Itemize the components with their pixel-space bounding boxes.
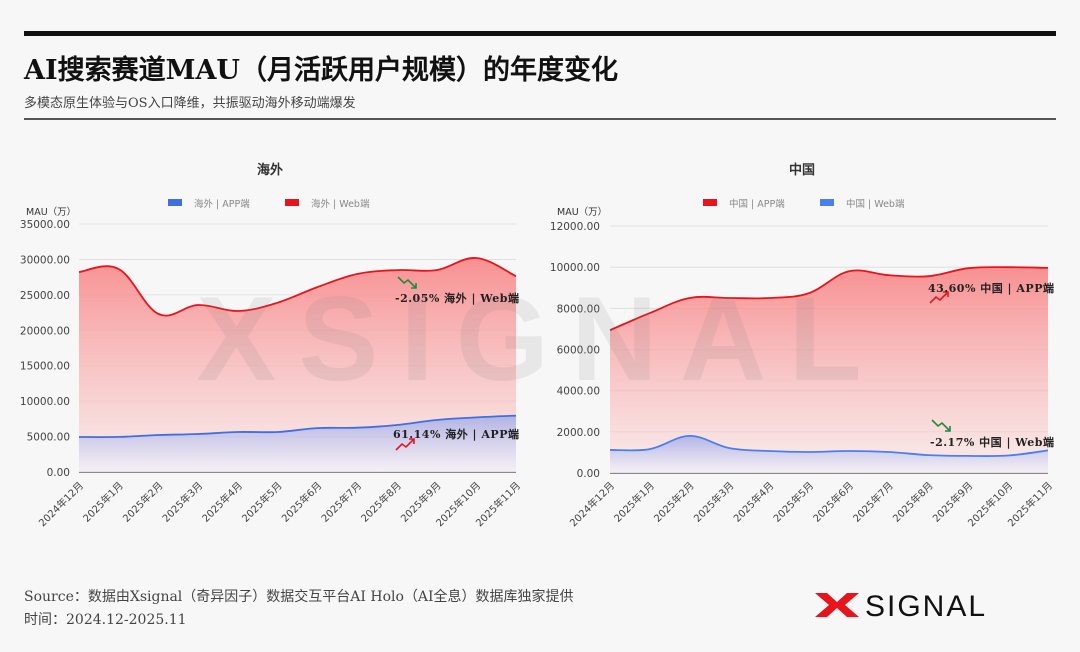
x-tick-label: 2025年5月 [239,479,285,525]
header-divider [24,118,1056,120]
x-tick-label: 2025年6月 [810,479,856,525]
y-axis-label: MAU（万） [557,206,607,218]
series-area [79,415,516,472]
x-tick-label: 2025年3月 [691,479,737,525]
y-tick-label: 0.00 [47,467,70,479]
y-tick-label: 4000.00 [557,386,600,398]
annotation-china-web: -2.17% 中国 | Web端 [930,436,1055,449]
x-tick-label: 2025年7月 [318,479,364,525]
x-tick-label: 2025年6月 [279,479,325,525]
y-tick-label: 10000.00 [20,396,70,408]
series-line [78,414,517,439]
y-tick-label: 0.00 [577,468,600,480]
logo-x-mark-icon [815,593,859,617]
source-note: Source：数据由Xsignal（奇异因子）数据交互平台AI Holo（AI全… [24,589,574,605]
legend-item[interactable]: 海外 | APP端 [194,198,250,210]
legend-swatch [820,199,834,206]
y-tick-label: 8000.00 [557,303,600,315]
y-tick-label: 10000.00 [550,262,600,274]
x-tick-label: 2025年5月 [770,479,816,525]
series-area [79,257,516,472]
x-tick-label: 2025年2月 [120,479,166,525]
watermark-text: XSIGNAL [196,272,883,406]
series-line [78,257,517,317]
annotation-overseas-web: -2.05% 海外 | Web端 [395,292,520,305]
x-tick-label: 2025年2月 [651,479,697,525]
time-range-note: 时间：2024.12-2025.11 [24,612,187,628]
legend-item[interactable]: 海外 | Web端 [311,198,370,210]
x-tick-label: 2024年12月 [567,479,617,529]
series-area [610,267,1048,473]
legend-swatch [703,199,717,206]
series-line [609,434,1049,458]
trend-up-icon [395,438,415,451]
y-tick-label: 15000.00 [20,361,70,373]
x-tick-label: 2024年12月 [36,479,86,529]
y-tick-label: 5000.00 [27,432,70,444]
x-tick-label: 2025年3月 [159,479,205,525]
y-tick-label: 35000.00 [20,219,70,231]
chart-title: 海外 [257,162,283,178]
annotation-china-app: 43.60% 中国 | APP端 [928,282,1055,295]
y-tick-label: 6000.00 [557,345,600,357]
legend-item[interactable]: 中国 | APP端 [729,198,785,210]
series-line [609,266,1049,331]
annotation-overseas-app: 61.14% 海外 | APP端 [393,428,520,441]
logo-wordmark: SIGNAL [865,590,987,620]
top-rule [24,31,1056,36]
trend-down-icon [931,419,951,432]
y-axis-label: MAU（万） [26,206,76,218]
legend-swatch [168,199,182,206]
trend-up-icon [929,291,949,304]
y-tick-label: 20000.00 [20,325,70,337]
x-tick-label: 2025年4月 [731,479,777,525]
x-tick-label: 2025年4月 [199,479,245,525]
legend-swatch [285,199,299,206]
x-tick-label: 2025年8月 [890,479,936,525]
y-tick-label: 2000.00 [557,427,600,439]
y-tick-label: 30000.00 [20,254,70,266]
chart-title: 中国 [789,162,815,178]
y-tick-label: 12000.00 [550,221,600,233]
trend-down-icon [397,276,417,289]
y-tick-label: 25000.00 [20,290,70,302]
page-title: AI搜索赛道MAU（月活跃用户规模）的年度变化 [24,55,618,86]
x-tick-label: 2025年1月 [80,479,126,525]
page-subtitle: 多模态原生体验与OS入口降维，共振驱动海外移动端爆发 [24,96,356,111]
x-tick-label: 2025年7月 [850,479,896,525]
x-tick-label: 2025年1月 [611,479,657,525]
xsignal-logo: SIGNAL [815,590,987,620]
x-tick-label: 2025年8月 [358,479,404,525]
legend-item[interactable]: 中国 | Web端 [846,198,905,210]
